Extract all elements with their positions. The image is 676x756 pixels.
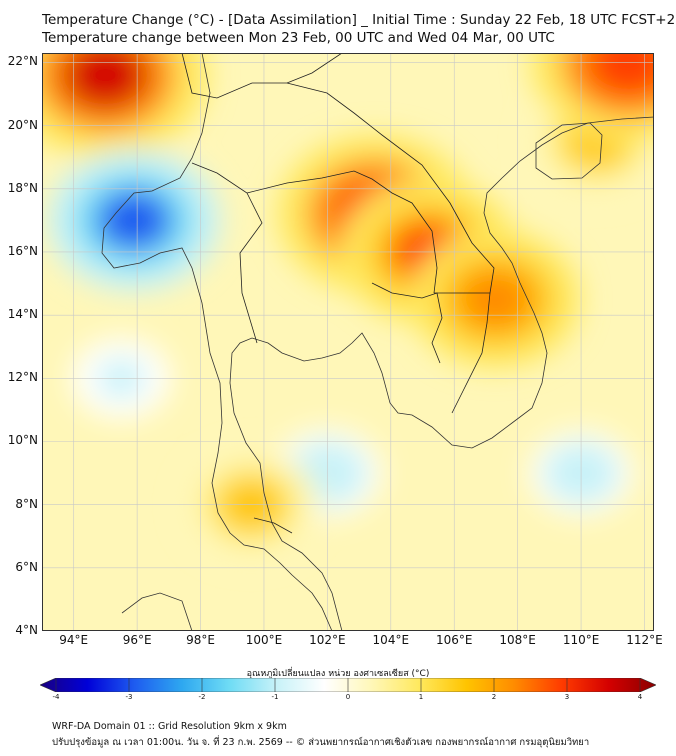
colorbar-tick: -3 xyxy=(125,693,133,701)
lat-label-20n: 20°N xyxy=(7,117,38,132)
anomaly-central-vietnam-warm xyxy=(459,269,532,329)
colorbar-tick: 4 xyxy=(637,693,643,701)
map-frame xyxy=(42,53,654,631)
border-cambodia-vietnam xyxy=(434,292,491,414)
lat-label-10n: 10°N xyxy=(7,433,38,448)
lat-label-18n: 18°N xyxy=(7,180,38,195)
colorbar-tick: 3 xyxy=(564,693,570,701)
lat-label-4n: 4°N xyxy=(15,623,38,637)
lon-label-98e: 98°E xyxy=(186,633,215,647)
border-thai-myanmar xyxy=(191,162,263,344)
colorbar-tick: 2 xyxy=(491,693,497,701)
lat-label-14n: 14°N xyxy=(7,307,38,322)
lon-label-94e: 94°E xyxy=(59,633,89,647)
anomaly-myanmar-delta-cold xyxy=(97,190,171,251)
lon-label-106e: 106°E xyxy=(435,633,473,647)
chart-subtitle: Temperature change between Mon 23 Feb, 0… xyxy=(42,30,555,46)
lon-label-110e: 110°E xyxy=(562,633,600,647)
lat-label-6n: 6°N xyxy=(15,559,38,574)
lon-label-104e: 104°E xyxy=(372,633,410,647)
coastline-mainland xyxy=(101,53,654,631)
border-thai-malaysia xyxy=(253,517,293,534)
colorbar-tick: 0 xyxy=(345,693,351,701)
lat-label-16n: 16°N xyxy=(7,243,38,258)
border-thai-laos xyxy=(246,170,438,294)
colorbar-label: อุณหภูมิเปลี่ยนแปลง หน่วย องศาเซลเซียส (… xyxy=(246,669,430,679)
colorbar-tick: 1 xyxy=(418,693,424,701)
coastline-sumatra xyxy=(121,592,193,631)
anomaly-north-myanmar-warm xyxy=(63,53,148,110)
anomaly-south-china-warm xyxy=(587,53,654,96)
footer-credit: ปรับปรุงข้อมูล ณ เวลา 01:00น. วัน จ. ที่… xyxy=(52,737,590,748)
coastline-hainan xyxy=(535,122,603,180)
lon-label-96e: 96°E xyxy=(122,633,152,647)
lat-label-12n: 12°N xyxy=(7,370,38,385)
lon-label-100e: 100°E xyxy=(245,633,283,647)
temperature-map xyxy=(42,53,654,631)
border-china-north xyxy=(181,53,343,99)
lon-label-112e: 112°E xyxy=(626,633,663,647)
border-laos-vietnam xyxy=(286,82,495,294)
colorbar-tick: -4 xyxy=(52,693,60,701)
colorbar xyxy=(40,678,656,692)
footer-resolution: WRF-DA Domain 01 :: Grid Resolution 9km … xyxy=(52,721,287,732)
chart-title: Temperature Change (°C) - [Data Assimila… xyxy=(42,12,676,28)
lat-label-22n: 22°N xyxy=(7,54,38,69)
map-panel xyxy=(42,53,654,635)
lon-label-102e: 102°E xyxy=(309,633,346,647)
colorbar-tick: -1 xyxy=(271,693,279,701)
lat-label-8n: 8°N xyxy=(15,496,38,511)
lon-label-108e: 108°E xyxy=(499,633,536,647)
colorbar-tick: -2 xyxy=(198,693,206,701)
